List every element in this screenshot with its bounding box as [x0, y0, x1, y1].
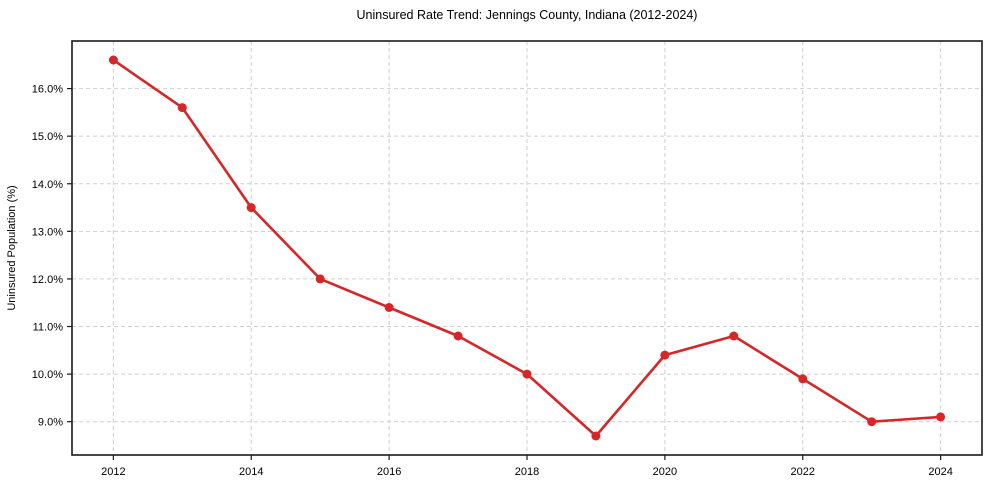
y-tick-label: 16.0%	[32, 84, 63, 96]
plot-border	[71, 40, 983, 456]
x-tick-label: 2018	[515, 466, 539, 478]
y-tick-label: 11.0%	[33, 322, 64, 334]
data-point-marker	[591, 431, 601, 441]
x-tick-label: 2012	[101, 466, 125, 478]
x-tick-label: 2014	[239, 466, 263, 478]
data-point-marker	[660, 350, 670, 360]
data-point-marker	[384, 303, 394, 312]
y-tick-label: 15.0%	[32, 131, 63, 143]
data-point-marker	[798, 374, 808, 384]
y-tick-label: 10.0%	[32, 369, 63, 381]
data-point-marker	[246, 203, 256, 213]
data-point-marker	[315, 274, 325, 284]
data-point-marker	[453, 331, 463, 341]
y-tick-label: 14.0%	[32, 179, 63, 191]
chart-title: Uninsured Rate Trend: Jennings County, I…	[356, 8, 698, 22]
x-tick-label: 2016	[377, 466, 401, 478]
y-tick-label: 13.0%	[32, 226, 63, 238]
x-tick-label: 2022	[791, 466, 815, 478]
data-point-marker	[522, 369, 532, 379]
x-tick-label: 2020	[653, 466, 677, 478]
plot-area: 9.0% 10.0% 11.0% 12.0% 13.0% 14.0% 15.0% 16.0% 2…	[32, 40, 983, 478]
y-tick-label: 12.0%	[32, 274, 63, 286]
data-point-marker	[729, 331, 739, 341]
x-tick-label: 2024	[928, 466, 952, 478]
y-axis-title: Uninsured Population (%)	[6, 185, 18, 310]
data-point-marker	[867, 417, 877, 427]
y-tick-label: 9.0%	[38, 417, 63, 429]
data-point-marker	[108, 55, 118, 65]
data-point-marker	[177, 103, 187, 113]
data-point-marker	[936, 412, 946, 422]
